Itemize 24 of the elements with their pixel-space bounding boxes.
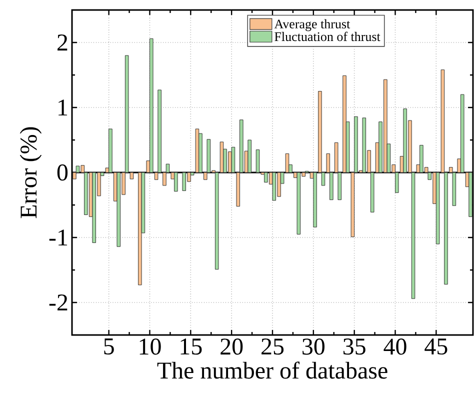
y-tick-label: -2 <box>49 294 68 310</box>
y-tick-label: 2 <box>58 34 68 50</box>
legend-label: Average thrust <box>274 19 350 32</box>
bar <box>138 172 142 286</box>
x-tick-label: 5 <box>104 338 114 354</box>
x-tick-label: 15 <box>180 338 202 355</box>
x-tick-label: 20 <box>220 338 243 355</box>
bar <box>468 172 472 217</box>
x-tick-label: 40 <box>384 338 406 355</box>
x-tick-label: 25 <box>262 338 284 355</box>
bar <box>248 140 252 173</box>
y-tick-label: -1 <box>49 230 68 246</box>
x-tick-label: 10 <box>140 338 161 355</box>
y-tick-label: 0 <box>57 164 68 181</box>
x-tick-label: 30 <box>302 338 324 355</box>
bar <box>174 172 178 192</box>
y-tick-label: 1 <box>58 100 68 116</box>
legend-label: Fluctuation of thrust <box>274 32 380 42</box>
bar <box>264 172 268 182</box>
bar <box>256 149 260 173</box>
y-axis-title: Error (%) <box>20 127 42 218</box>
x-tick-label: 35 <box>343 338 366 355</box>
x-tick-label: 45 <box>424 338 448 355</box>
x-axis-title: The number of database <box>157 362 388 379</box>
